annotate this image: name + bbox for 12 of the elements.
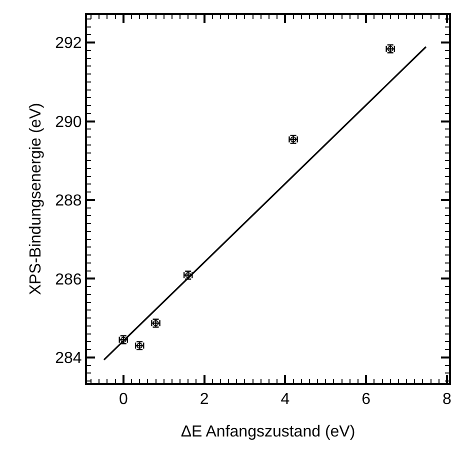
x-tick-label: 0 (118, 391, 128, 408)
x-tick-label: 6 (362, 391, 371, 408)
x-tick-label: 4 (280, 391, 290, 408)
y-tick-label: 292 (55, 35, 82, 52)
y-tick-label: 290 (55, 114, 82, 131)
y-tick-label: 286 (55, 271, 82, 288)
y-tick-label: 288 (55, 192, 82, 210)
y-tick-label: 284 (55, 350, 82, 368)
x-tick-label: 8 (442, 391, 452, 408)
x-axis-title: ΔE Anfangszustand (eV) (180, 423, 356, 440)
x-tick-label: 2 (200, 391, 209, 408)
y-axis-title: XPS-Bindungsenergie (eV) (27, 102, 44, 296)
